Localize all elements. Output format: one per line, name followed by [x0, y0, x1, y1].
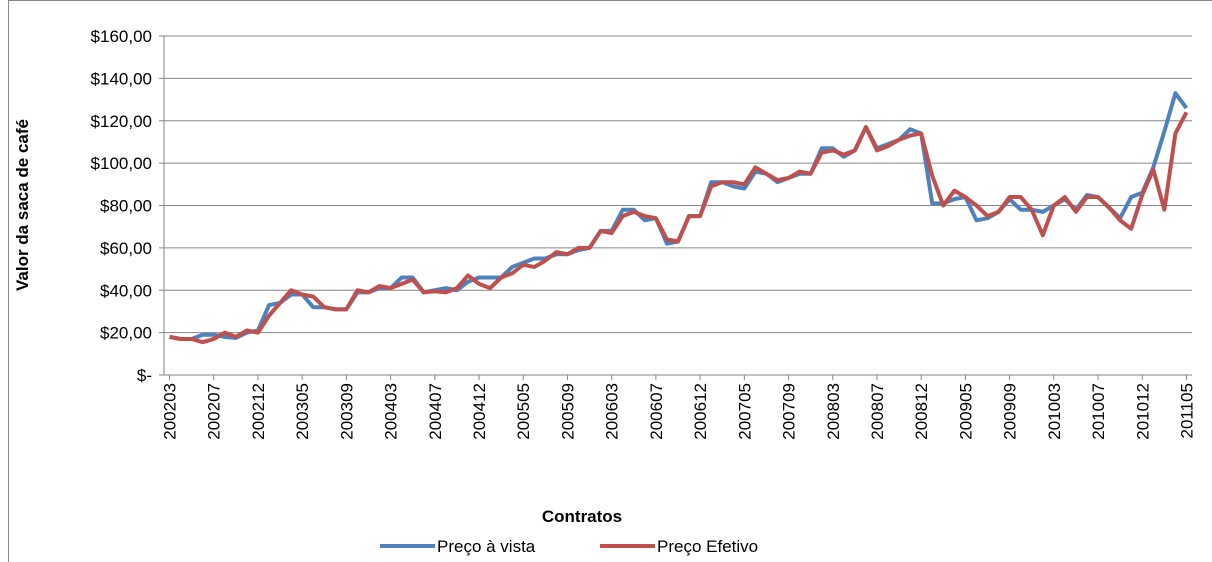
x-tick-label: 201105	[1177, 383, 1196, 438]
x-tick-label: 200607	[647, 383, 666, 440]
x-tick-label: 200909	[1001, 383, 1020, 440]
x-tick-label: 200505	[514, 383, 533, 440]
x-tick-label: 201003	[1045, 383, 1064, 440]
y-tick-label: $20,00	[100, 324, 152, 343]
x-tick-label: 201007	[1089, 383, 1108, 440]
y-tick-label: $100,00	[91, 154, 152, 173]
x-tick-label: 200812	[912, 383, 931, 440]
x-tick-label: 200403	[382, 383, 401, 440]
x-tick-label: 200203	[161, 383, 180, 440]
x-tick-label: 200212	[249, 383, 268, 440]
y-tick-label: $60,00	[100, 239, 152, 258]
y-tick-label: $160,00	[91, 27, 152, 46]
y-tick-label: $120,00	[91, 112, 152, 131]
x-tick-label: 200603	[603, 383, 622, 440]
x-tick-label: 200807	[868, 383, 887, 440]
x-tick-label: 200207	[205, 383, 224, 440]
x-axis-title: Contratos	[542, 507, 622, 526]
x-tick-label: 201012	[1133, 383, 1152, 440]
series-line	[169, 111, 1189, 345]
x-tick-label: 200612	[691, 383, 710, 440]
legend-label: Preço Efetivo	[657, 537, 758, 556]
x-tick-label: 200309	[337, 383, 356, 440]
x-tick-label: 200705	[735, 383, 754, 440]
x-tick-label: 200407	[426, 383, 445, 440]
y-tick-label: $140,00	[91, 69, 152, 88]
legend-label: Preço à vista	[437, 537, 536, 556]
y-tick-label: $40,00	[100, 281, 152, 300]
x-tick-label: 200709	[780, 383, 799, 440]
y-tick-label: $80,00	[100, 197, 152, 216]
x-tick-label: 200305	[293, 383, 312, 440]
chart-frame	[8, 0, 1212, 562]
x-tick-label: 200905	[956, 383, 975, 440]
y-tick-label: $-	[137, 366, 152, 385]
x-tick-label: 200412	[470, 383, 489, 440]
x-tick-label: 200803	[824, 383, 843, 440]
y-axis-title: Valor da saca de café	[13, 119, 32, 291]
x-tick-label: 200509	[558, 383, 577, 440]
